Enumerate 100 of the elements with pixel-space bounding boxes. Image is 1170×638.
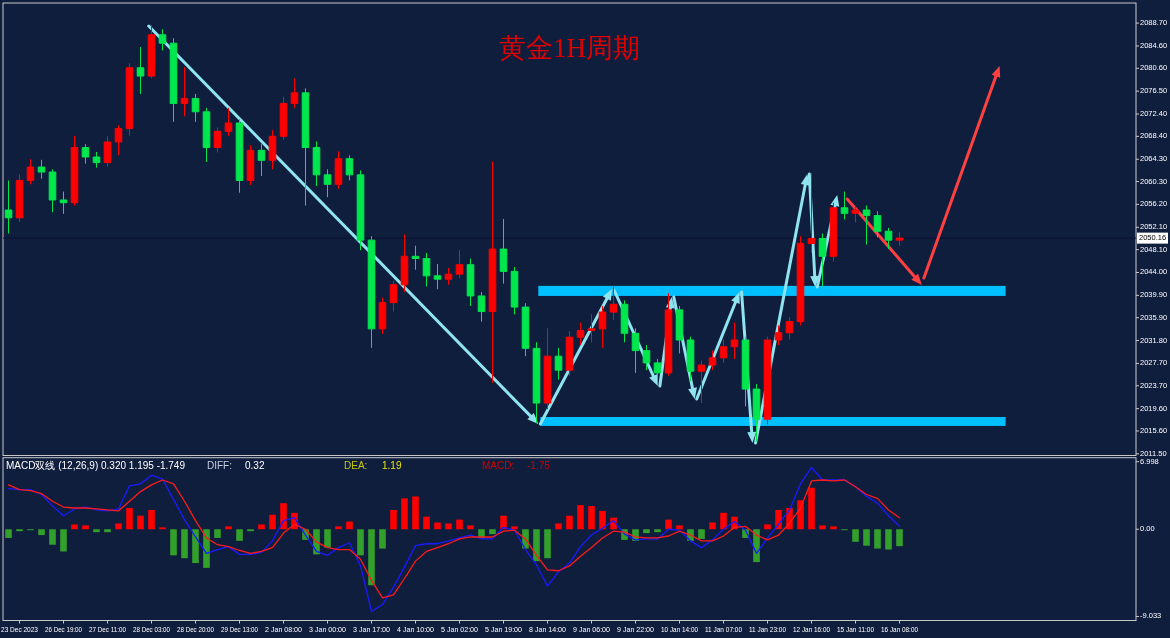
candlestick <box>631 327 640 374</box>
candlestick <box>158 28 167 51</box>
candlestick <box>92 151 101 169</box>
bar <box>401 498 408 530</box>
candlestick <box>840 191 849 220</box>
candlestick <box>356 169 365 251</box>
bar <box>5 529 12 538</box>
bar <box>764 524 771 530</box>
bar <box>445 523 452 530</box>
candlestick <box>895 231 904 247</box>
candlestick <box>543 327 552 410</box>
candlestick <box>48 168 57 213</box>
bar <box>236 529 243 541</box>
candlestick <box>70 135 79 207</box>
candlestick <box>455 249 464 279</box>
candlestick <box>169 37 178 123</box>
bar <box>203 529 210 568</box>
bar <box>676 525 683 530</box>
bar <box>115 523 122 530</box>
bar <box>434 522 441 530</box>
candlestick <box>620 299 629 343</box>
candlestick <box>389 280 398 313</box>
bar <box>896 529 903 547</box>
candlestick <box>246 144 255 186</box>
bar <box>148 509 155 530</box>
candlestick <box>202 107 211 163</box>
bar <box>566 515 573 530</box>
bar <box>511 526 518 530</box>
candlestick <box>488 160 497 384</box>
candlestick <box>411 245 420 271</box>
bar <box>214 529 221 538</box>
candlestick <box>103 135 112 167</box>
candlestick <box>598 305 607 349</box>
bar <box>489 529 496 535</box>
annotation: -1.75 <box>527 459 551 471</box>
bar <box>863 529 870 546</box>
bar <box>643 529 650 534</box>
candlestick <box>785 316 794 340</box>
candlestick <box>774 325 783 346</box>
candlestick <box>125 62 134 137</box>
candlestick <box>367 235 376 349</box>
candlestick <box>741 336 750 407</box>
annotation: DEA: <box>344 459 368 471</box>
bar <box>192 529 199 564</box>
bar <box>379 529 386 549</box>
candlestick <box>224 107 233 137</box>
candlestick <box>697 360 706 404</box>
bar <box>82 525 89 530</box>
bar <box>852 529 859 542</box>
bar <box>533 529 540 562</box>
bar <box>830 526 837 530</box>
bar <box>588 506 595 530</box>
candlestick <box>862 205 871 246</box>
candlestick <box>477 291 486 323</box>
candlestick <box>532 341 541 424</box>
candlestick <box>818 232 827 287</box>
candlestick <box>554 347 563 381</box>
bar <box>60 529 67 552</box>
candlestick <box>180 66 189 117</box>
candlestick <box>279 96 288 141</box>
candlestick <box>708 350 717 371</box>
candlestick <box>257 143 266 177</box>
bar <box>104 529 111 533</box>
candlestick <box>422 252 431 287</box>
bar <box>456 519 463 530</box>
bar <box>874 529 881 549</box>
candlestick <box>323 168 332 198</box>
bar <box>544 529 551 559</box>
candlestick <box>378 297 387 335</box>
candlestick <box>796 235 805 326</box>
bar <box>709 522 716 530</box>
candlestick <box>147 24 156 79</box>
bar <box>368 529 375 586</box>
bar <box>71 524 78 530</box>
candlestick <box>345 154 354 181</box>
candlestick <box>884 227 893 250</box>
candlestick <box>873 210 882 238</box>
bar <box>599 510 606 530</box>
candlestick <box>686 336 695 382</box>
bar <box>137 515 144 530</box>
bar <box>819 525 826 530</box>
bar <box>126 508 133 530</box>
candlestick <box>719 338 728 364</box>
text: 黄金1H周期 <box>499 33 640 63</box>
bar <box>225 526 232 530</box>
bar <box>698 529 705 539</box>
bar <box>423 516 430 530</box>
bar <box>258 524 265 530</box>
candlestick <box>675 305 684 354</box>
annotation: 1.19 <box>382 459 402 471</box>
candlestick <box>433 263 442 290</box>
candlestick <box>191 93 200 123</box>
bar <box>49 529 56 545</box>
bar <box>808 487 815 530</box>
bar <box>412 496 419 530</box>
candlestick <box>290 77 299 109</box>
bar <box>885 529 892 550</box>
line-series <box>7 479 901 599</box>
candlestick <box>642 344 651 371</box>
candlestick <box>114 124 123 156</box>
